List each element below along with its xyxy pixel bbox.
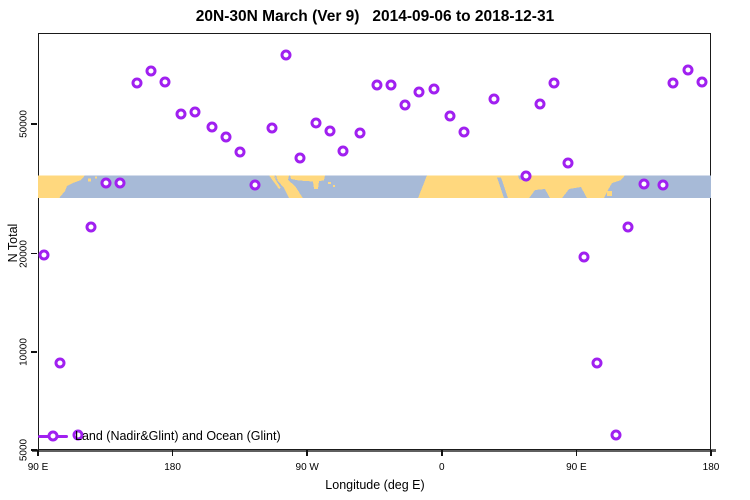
legend: Land (Nadir&Glint) and Ocean (Glint) xyxy=(38,429,281,443)
land-bahamas-2 xyxy=(333,185,335,187)
red-sea xyxy=(497,177,508,199)
arabian-sea xyxy=(529,189,550,199)
y-tick-mark xyxy=(31,351,37,353)
map-band xyxy=(38,175,711,199)
x-tick-label: 90 W xyxy=(295,462,319,473)
x-axis-line xyxy=(32,449,716,452)
land-bahamas-1 xyxy=(328,182,331,184)
gulf-of-california xyxy=(274,177,284,190)
land-hainan xyxy=(607,191,612,196)
y-tick-mark xyxy=(31,123,37,125)
x-tick-label: 180 xyxy=(164,462,181,473)
legend-circle-symbol xyxy=(47,430,59,442)
y-axis-title: N Total xyxy=(6,223,20,263)
legend-line-symbol xyxy=(38,430,68,442)
x-tick-mark xyxy=(441,450,443,456)
x-tick-label: 90 E xyxy=(566,462,587,473)
y-tick-label: 5000 xyxy=(18,438,30,462)
chart-title: 20N-30N March (Ver 9) 2014-09-06 to 2018… xyxy=(195,8,555,25)
x-tick-mark xyxy=(710,450,712,456)
x-tick-mark xyxy=(171,450,174,456)
x-axis-title: Longitude (deg E) xyxy=(325,478,425,492)
land-island-speck xyxy=(95,176,97,179)
land-asia xyxy=(38,175,85,199)
map-strip xyxy=(38,175,711,199)
land-mexico xyxy=(276,175,303,199)
y-tick-label: 10000 xyxy=(18,337,30,366)
legend-label: Land (Nadir&Glint) and Ocean (Glint) xyxy=(75,429,281,443)
land-us-gulf-florida xyxy=(290,175,325,189)
x-tick-label: 0 xyxy=(439,462,445,473)
y-tick-label: 20000 xyxy=(18,239,30,268)
x-tick-label: 180 xyxy=(702,462,720,473)
x-tick-mark xyxy=(575,450,578,456)
y-tick-mark xyxy=(31,252,37,255)
x-tick-mark xyxy=(306,450,308,456)
x-tick-label: 90 E xyxy=(27,462,49,473)
land-taiwan xyxy=(88,178,91,182)
x-tick-mark xyxy=(37,450,39,456)
y-tick-mark xyxy=(31,449,37,451)
bay-of-bengal xyxy=(562,187,587,199)
y-tick-label: 50000 xyxy=(18,110,30,138)
land-baja xyxy=(269,175,282,189)
plot-area xyxy=(38,33,711,450)
